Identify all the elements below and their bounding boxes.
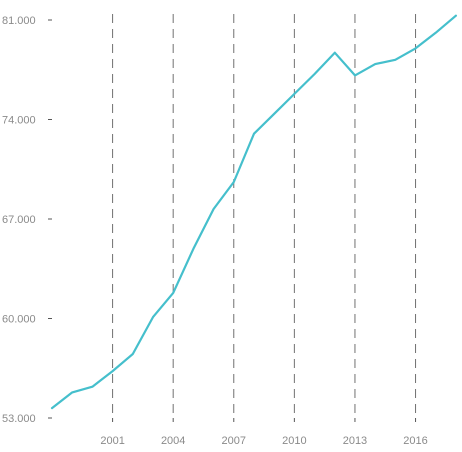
grid-lines [112, 14, 417, 418]
series-layer [50, 14, 457, 410]
x-tick-label: 2001 [100, 435, 124, 447]
y-tick-label: 81.000 [2, 15, 36, 27]
x-tick-label: 2016 [403, 435, 427, 447]
axes [48, 19, 417, 422]
y-tick-label: 67.000 [2, 214, 36, 226]
y-tick-label: 53.000 [2, 413, 36, 425]
x-tick-label: 2004 [161, 435, 185, 447]
x-tick-label: 2007 [222, 435, 246, 447]
x-tick-label: 2010 [282, 435, 306, 447]
y-tick-label: 60.000 [2, 314, 36, 326]
y-tick-label: 74.000 [2, 115, 36, 127]
series-line [50, 14, 457, 410]
x-tick-label: 2013 [343, 435, 367, 447]
tick-labels: 2001 2004 2007 2010 2013 2016 53.000 60.000 67.0… [2, 15, 428, 447]
